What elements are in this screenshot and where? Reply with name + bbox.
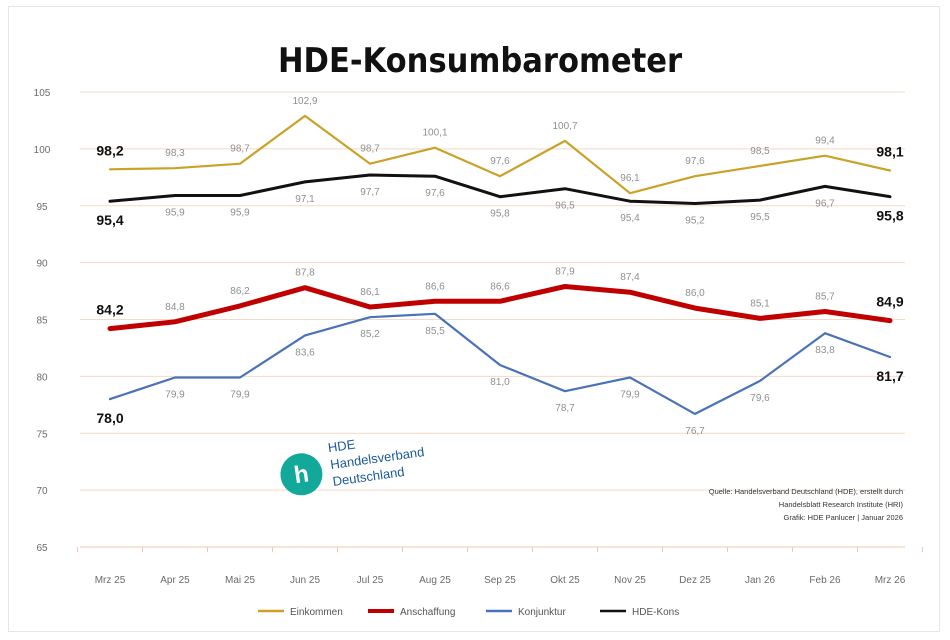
data-label-hde-kons: 95,4: [620, 213, 640, 224]
data-label-hde-kons: 95,5: [750, 212, 770, 223]
data-label-hde-kons: 97,7: [360, 187, 380, 198]
data-label-anschaffung: 86,6: [425, 281, 445, 292]
data-label-einkommen: 100,7: [552, 121, 577, 132]
data-label-anschaffung: 86,2: [230, 286, 250, 297]
logo-mark-icon: [280, 453, 323, 496]
legend: Einkommen Anschaffung Konjunktur HDE-Kons: [258, 607, 679, 618]
data-label-hde-kons: 95,9: [165, 208, 185, 219]
y-tick-label: 75: [36, 429, 48, 440]
y-tick-label: 70: [36, 486, 48, 497]
data-label-konjunktur: 76,7: [685, 426, 705, 437]
y-tick-label: 85: [36, 316, 48, 327]
data-label-hde-kons: 95,2: [685, 215, 705, 226]
data-label-einkommen: 97,6: [490, 156, 510, 167]
x-tick-label: Dez 25: [679, 575, 711, 586]
data-label-einkommen: 98,1: [876, 143, 903, 159]
data-label-hde-kons: 95,8: [876, 208, 903, 224]
data-label-konjunktur: 81,7: [876, 368, 903, 384]
data-label-konjunktur: 85,2: [360, 329, 380, 340]
y-tick-label: 105: [34, 88, 51, 99]
data-label-hde-kons: 95,9: [230, 208, 250, 219]
source-line: Grafik: HDE Panlucer | Januar 2026: [783, 513, 903, 522]
series-lines: [107, 114, 893, 415]
series-line-hde-kons: [108, 173, 892, 205]
source-line: Quelle: Handelsverband Deutschland (HDE)…: [709, 487, 903, 496]
data-label-anschaffung: 84,2: [96, 302, 123, 318]
y-tick-label: 80: [36, 372, 48, 383]
x-tick-label: Mrz 26: [875, 575, 906, 586]
data-label-anschaffung: 87,9: [555, 267, 575, 278]
data-label-hde-kons: 95,4: [96, 212, 123, 228]
data-label-hde-kons: 96,7: [815, 198, 835, 209]
data-label-einkommen: 98,5: [750, 146, 770, 157]
chart-frame: [8, 6, 940, 632]
data-label-konjunktur: 85,5: [425, 326, 445, 337]
data-label-anschaffung: 86,6: [490, 281, 510, 292]
source-note: Quelle: Handelsverband Deutschland (HDE)…: [709, 487, 904, 522]
legend-label-einkommen: Einkommen: [290, 607, 343, 618]
data-label-anschaffung: 84,8: [165, 302, 185, 313]
x-tick-label: Apr 25: [160, 575, 190, 586]
data-label-anschaffung: 86,0: [685, 288, 705, 299]
data-label-anschaffung: 84,9: [876, 294, 903, 310]
data-label-konjunktur: 79,6: [750, 393, 770, 404]
data-label-anschaffung: 87,8: [295, 268, 315, 279]
x-tick-label: Mai 25: [225, 575, 255, 586]
y-tick-label: 65: [36, 543, 48, 554]
logo-mark-letter: h: [292, 460, 310, 489]
source-line: Handelsblatt Research Institute (HRI): [779, 500, 904, 509]
data-label-einkommen: 98,2: [96, 142, 123, 158]
x-tick-label: Jan 26: [745, 575, 775, 586]
legend-label-anschaffung: Anschaffung: [400, 607, 455, 618]
data-labels: 98,2 98,3 98,7 102,9 98,7 100,1 97,6 100,7 96,1 9…: [96, 96, 903, 437]
x-tick-label: Aug 25: [419, 575, 451, 586]
series-line-anschaffung: [107, 284, 893, 332]
data-label-anschaffung: 87,4: [620, 272, 640, 283]
y-tick-label: 95: [36, 202, 48, 213]
x-tick-label: Mrz 25: [95, 575, 126, 586]
data-label-einkommen: 99,4: [815, 136, 835, 147]
data-label-hde-kons: 95,8: [490, 209, 510, 220]
data-label-konjunktur: 83,6: [295, 347, 315, 358]
legend-label-hde-kons: HDE-Kons: [632, 607, 679, 618]
x-tick-label: Jul 25: [357, 575, 384, 586]
data-label-einkommen: 102,9: [292, 96, 317, 107]
legend-label-konjunktur: Konjunktur: [518, 607, 566, 618]
data-label-einkommen: 98,7: [360, 144, 380, 155]
data-label-einkommen: 98,7: [230, 144, 250, 155]
data-label-hde-kons: 97,6: [425, 188, 445, 199]
data-label-anschaffung: 85,7: [815, 292, 835, 303]
series-line-konjunktur: [108, 312, 892, 415]
data-label-anschaffung: 85,1: [750, 298, 770, 309]
y-tick-label: 100: [34, 145, 51, 156]
x-tick-label: Okt 25: [550, 575, 580, 586]
data-label-konjunktur: 79,9: [620, 390, 640, 401]
x-tick-label: Nov 25: [614, 575, 646, 586]
data-label-einkommen: 96,1: [620, 173, 640, 184]
logo-text-line: HDE: [327, 437, 357, 456]
data-label-hde-kons: 97,1: [295, 194, 315, 205]
data-label-konjunktur: 78,7: [555, 403, 575, 414]
chart-title: HDE-Konsumbarometer: [278, 41, 683, 81]
data-label-konjunktur: 79,9: [165, 390, 185, 401]
data-label-anschaffung: 86,1: [360, 287, 380, 298]
data-label-hde-kons: 96,5: [555, 201, 575, 212]
data-label-einkommen: 97,6: [685, 156, 705, 167]
y-tick-label: 90: [36, 259, 48, 270]
grid-layer: 65 70 75 80 85 90 95 100 105 Mrz 25 Apr 25 Mai 25 Ju…: [34, 88, 923, 586]
data-label-einkommen: 98,3: [165, 148, 185, 159]
series-line-einkommen: [108, 114, 892, 195]
data-label-einkommen: 100,1: [422, 128, 447, 139]
x-tick-label: Feb 26: [809, 575, 841, 586]
x-tick-label: Sep 25: [484, 575, 516, 586]
data-label-konjunktur: 78,0: [96, 410, 123, 426]
data-label-konjunktur: 79,9: [230, 390, 250, 401]
data-label-konjunktur: 81,0: [490, 377, 510, 388]
data-label-konjunktur: 83,8: [815, 345, 835, 356]
x-tick-label: Jun 25: [290, 575, 320, 586]
